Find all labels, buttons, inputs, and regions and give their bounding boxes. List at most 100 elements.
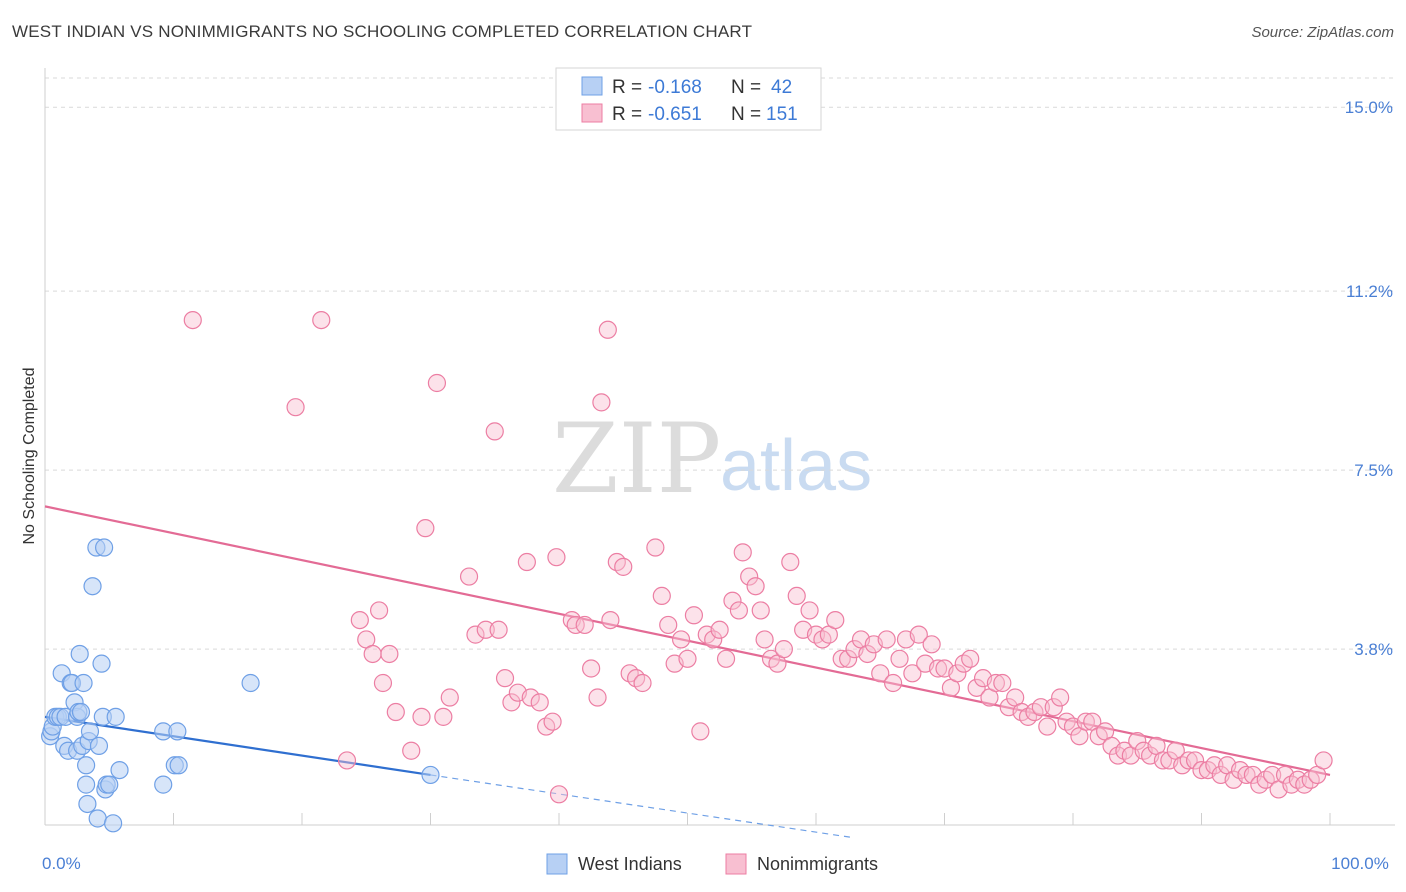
stats-legend: R = -0.168 N = 42 R = -0.651 N = 151 (555, 67, 822, 131)
legend-n-value-2: 151 (766, 104, 798, 125)
nonimmigrants-point-61 (746, 577, 765, 596)
west-indians-point-25 (83, 577, 102, 596)
nonimmigrants-point-21 (489, 620, 508, 639)
nonimmigrants-point-93 (948, 664, 967, 683)
nonimmigrants-point-17 (459, 567, 479, 586)
west-indians-point-18 (74, 673, 93, 693)
axes (44, 68, 1395, 826)
legend-r-label-2: R = (612, 104, 642, 125)
source-label: Source: ZipAtlas.com (1251, 24, 1394, 41)
tick-labels: 3.8% 7.5% 11.2% 15.0% 0.0% 100.0% (42, 98, 1393, 873)
nonimmigrants-point-46 (652, 586, 671, 606)
nonimmigrants-point-37 (592, 393, 611, 412)
nonimmigrants-point-57 (723, 591, 742, 610)
legend-n-value-1: 42 (771, 77, 792, 98)
west-indians-point-30 (92, 654, 111, 673)
nonimmigrants-point-31 (549, 785, 569, 804)
nonimmigrants-point-99 (986, 673, 1006, 693)
nonimmigrants-point-29 (543, 712, 562, 731)
x-tick-label-1: 100.0% (1331, 854, 1389, 873)
nonimmigrants-point-14 (427, 373, 447, 393)
nonimmigrants-point-138 (1237, 765, 1256, 785)
nonimmigrants-point-35 (582, 659, 601, 678)
nonimmigrants-point-13 (416, 519, 435, 538)
legend-n-label-1: N = (731, 77, 761, 98)
nonimmigrants-point-49 (671, 630, 691, 649)
nonimmigrants-point-27 (530, 693, 549, 712)
nonimmigrants-point-96 (967, 678, 986, 697)
west-indians-point-35 (104, 814, 123, 833)
nonimmigrants-point-54 (704, 630, 723, 649)
nonimmigrants-point-55 (710, 620, 729, 639)
nonimmigrants-point-26 (521, 688, 540, 707)
y-tick-label-1: 7.5% (1354, 461, 1393, 480)
nonimmigrants-point-45 (646, 538, 665, 557)
bottom-legend-swatch-nonimmigrants (725, 853, 747, 875)
legend-r-value-1: -0.168 (648, 77, 702, 98)
legend-swatch-nonimmigrants (581, 103, 603, 123)
west-indians-point-27 (89, 736, 109, 756)
nonimmigrants-point-11 (402, 741, 421, 760)
nonimmigrants-point-39 (601, 610, 620, 630)
nonimmigrants-point-2 (312, 310, 331, 330)
nonimmigrants-point-79 (858, 644, 877, 664)
watermark-atlas: atlas (720, 426, 872, 506)
nonimmigrants-point-56 (716, 649, 736, 668)
nonimmigrants-point-121 (1128, 731, 1147, 751)
nonimmigrants-point-8 (373, 673, 393, 693)
west-indians-point-34 (100, 775, 119, 794)
nonimmigrants-point-66 (774, 640, 793, 659)
nonimmigrants-point-19 (476, 620, 495, 639)
nonimmigrants-trend-line (44, 505, 1331, 777)
chart-title: WEST INDIAN VS NONIMMIGRANTS NO SCHOOLIN… (12, 22, 753, 41)
nonimmigrants-point-60 (740, 567, 759, 586)
nonimmigrants-point-86 (903, 664, 922, 683)
nonimmigrants-point-0 (183, 310, 202, 330)
nonimmigrants-point-87 (909, 625, 928, 644)
nonimmigrants-point-59 (733, 543, 752, 562)
x-tick-label-0: 0.0% (42, 854, 81, 873)
nonimmigrants-point-10 (386, 702, 405, 722)
nonimmigrants-point-25 (517, 552, 536, 572)
nonimmigrants-point-12 (412, 707, 431, 726)
nonimmigrants-point-129 (1179, 751, 1198, 770)
nonimmigrants-point-90 (928, 659, 948, 678)
nonimmigrants-point-109 (1051, 688, 1070, 707)
nonimmigrants-point-20 (485, 422, 504, 441)
nonimmigrants-point-95 (961, 649, 980, 668)
nonimmigrants-point-68 (787, 586, 806, 606)
bottom-legend-nonimmigrants: Nonimmigrants (757, 854, 878, 874)
trend-lines (44, 505, 1331, 839)
nonimmigrants-point-34 (575, 615, 594, 635)
data-points (41, 310, 1333, 833)
series-legend: West Indians Nonimmigrants (546, 853, 878, 875)
west-indians-point-22 (78, 794, 97, 814)
west-indians-point-31 (95, 538, 114, 557)
nonimmigrants-point-16 (440, 688, 459, 707)
legend-swatch-west-indians (581, 76, 603, 96)
nonimmigrants-point-76 (839, 649, 858, 668)
bottom-legend-west-indians: West Indians (578, 854, 682, 874)
nonimmigrants-point-89 (922, 635, 941, 654)
nonimmigrants-point-63 (755, 630, 774, 649)
nonimmigrants-point-107 (1038, 717, 1057, 736)
nonimmigrants-point-50 (678, 649, 697, 668)
west-indians-point-43 (241, 673, 260, 693)
west-indians-point-39 (154, 775, 173, 794)
nonimmigrants-point-30 (547, 548, 566, 567)
nonimmigrants-point-9 (380, 644, 399, 664)
nonimmigrants-point-81 (871, 664, 890, 683)
y-tick-label-3: 15.0% (1345, 98, 1393, 117)
nonimmigrants-point-125 (1153, 751, 1173, 770)
nonimmigrants-point-108 (1044, 698, 1063, 717)
nonimmigrants-point-18 (466, 625, 485, 644)
nonimmigrants-point-51 (684, 606, 704, 625)
nonimmigrants-point-82 (877, 630, 896, 649)
y-tick-label-0: 3.8% (1354, 640, 1393, 659)
nonimmigrants-point-22 (495, 669, 515, 688)
nonimmigrants-point-3 (337, 751, 357, 770)
nonimmigrants-point-106 (1031, 698, 1050, 717)
nonimmigrants-point-100 (993, 673, 1012, 693)
west-indians-point-17 (70, 644, 89, 664)
west-indians-point-20 (77, 756, 96, 775)
